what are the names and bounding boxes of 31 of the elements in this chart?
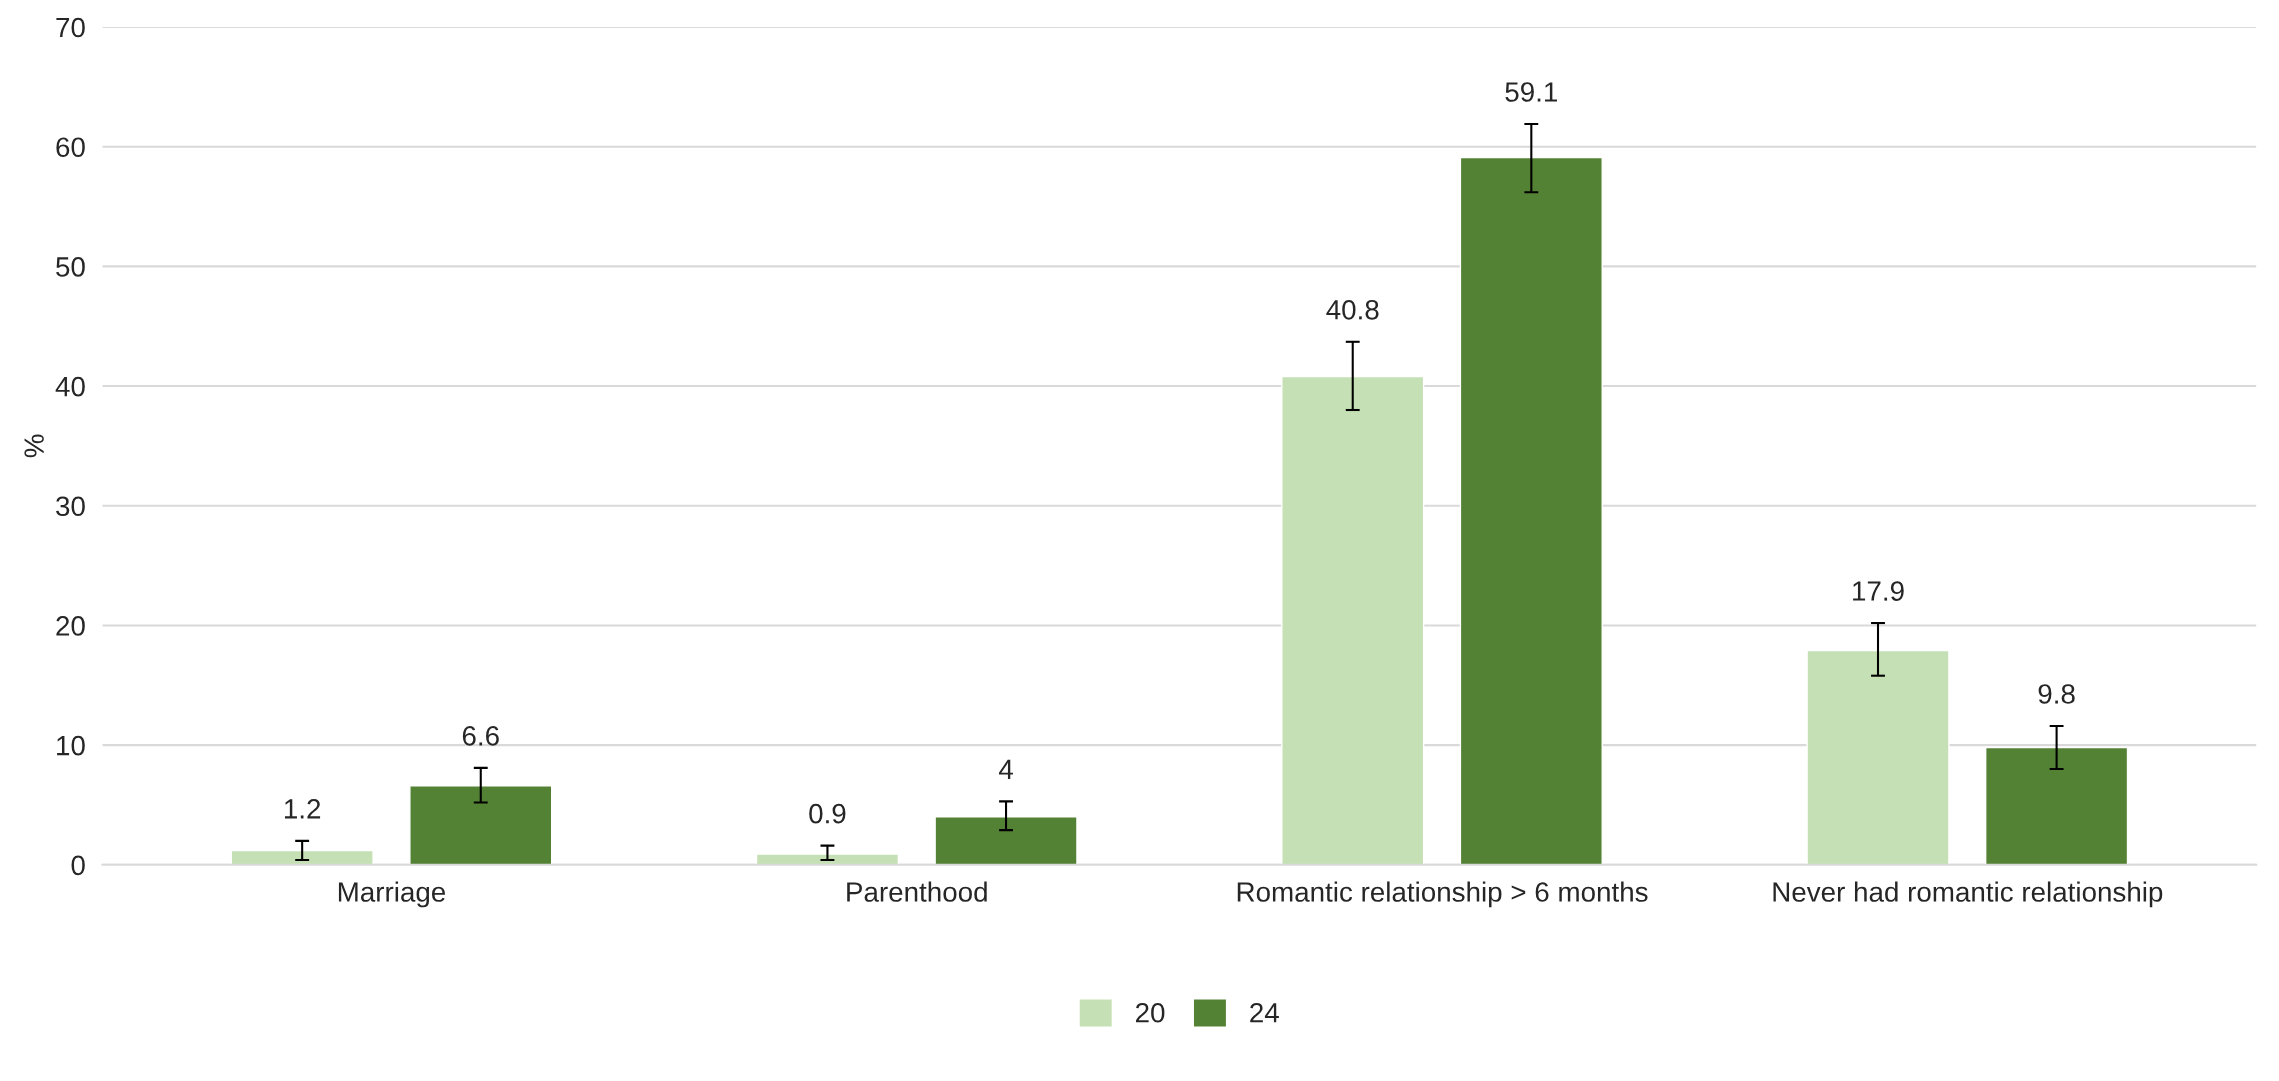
x-tick-label: Never had romantic relationship <box>1773 881 2163 908</box>
y-tick-label: 30 <box>56 496 85 517</box>
data-label: 40.8 <box>1326 299 1379 320</box>
data-label: 9.8 <box>2038 684 2075 704</box>
bar <box>934 816 1078 865</box>
y-tick-label: 20 <box>56 616 85 636</box>
data-label: 17.9 <box>1853 581 1904 601</box>
legend-label: 20 <box>1136 1002 1165 1023</box>
y-tick-label: 70 <box>56 17 85 38</box>
y-tick-label: 10 <box>57 735 85 756</box>
y-tick-label: 40 <box>55 376 85 397</box>
x-tick-label: Parenthood <box>847 881 987 902</box>
bar <box>409 785 553 865</box>
y-tick-label: 50 <box>56 257 85 277</box>
y-tick-label: 0 <box>71 855 85 876</box>
data-label: 4 <box>998 759 1013 779</box>
y-tick-label: 60 <box>56 137 85 158</box>
bar <box>1281 375 1425 865</box>
bar <box>1459 156 1603 865</box>
y-axis-title: % <box>24 434 44 458</box>
legend-label: 24 <box>1250 1002 1279 1023</box>
x-tick-label: Romantic relationship > 6 months <box>1237 881 1648 908</box>
bar <box>1806 649 1950 865</box>
data-label: 59.1 <box>1505 82 1557 102</box>
bar <box>1984 746 2129 865</box>
bar <box>230 849 374 865</box>
bar <box>755 853 900 865</box>
data-label: 1.2 <box>284 799 321 819</box>
data-label: 6.6 <box>462 726 499 746</box>
data-label: 0.9 <box>809 803 846 824</box>
x-tick-label: Marriage <box>338 881 446 908</box>
